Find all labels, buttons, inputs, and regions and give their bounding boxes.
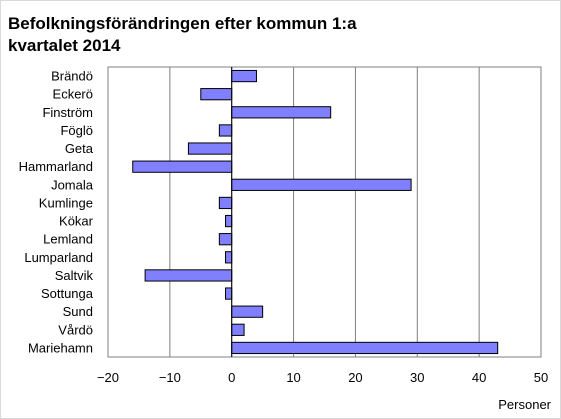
category-label: Föglö xyxy=(60,123,93,138)
category-label: Lemland xyxy=(43,232,93,247)
category-label: Vårdö xyxy=(58,322,93,337)
bar-saltvik xyxy=(144,269,233,282)
category-label: Geta xyxy=(65,141,94,156)
bar-föglö xyxy=(218,124,233,137)
x-tick-label: 0 xyxy=(228,370,235,385)
x-axis-title: Personer xyxy=(498,397,551,412)
category-label: Lumparland xyxy=(24,250,93,265)
x-tick-label: 30 xyxy=(410,370,424,385)
category-label: Saltvik xyxy=(55,268,94,283)
bar-sund xyxy=(231,305,264,318)
x-tick-label: 50 xyxy=(534,370,548,385)
category-label: Mariehamn xyxy=(28,340,93,355)
bar-jomala xyxy=(231,178,412,191)
plot-area-border xyxy=(107,66,542,358)
bar-kökar xyxy=(225,214,233,228)
category-label: Sottunga xyxy=(41,286,94,301)
category-label: Sund xyxy=(63,304,93,319)
bar-finström xyxy=(231,106,332,119)
x-tick-label: 40 xyxy=(472,370,486,385)
bar-sottunga xyxy=(225,287,233,300)
category-label: Kumlinge xyxy=(39,195,93,210)
x-tick-label: −20 xyxy=(97,370,119,385)
category-label: Finström xyxy=(42,105,93,120)
category-label: Eckerö xyxy=(53,87,93,102)
x-tick-label: 10 xyxy=(286,370,300,385)
bar-kumlinge xyxy=(218,196,233,210)
bar-brändö xyxy=(231,69,257,83)
category-label: Kökar xyxy=(59,214,94,229)
bar-geta xyxy=(187,142,233,155)
category-label: Brändö xyxy=(51,69,93,84)
chart-title: Befolkningsförändringen efter kommun 1:a… xyxy=(8,14,357,55)
bar-lumparland xyxy=(225,251,233,264)
bar-hammarland xyxy=(132,160,233,173)
bar-mariehamn xyxy=(231,341,499,355)
bar-vårdö xyxy=(231,323,245,336)
x-tick-label: 20 xyxy=(348,370,362,385)
category-label: Jomala xyxy=(51,177,94,192)
x-tick-label: −10 xyxy=(159,370,181,385)
bar-eckerö xyxy=(200,88,233,101)
bar-lemland xyxy=(218,233,233,246)
category-label: Hammarland xyxy=(19,159,93,174)
